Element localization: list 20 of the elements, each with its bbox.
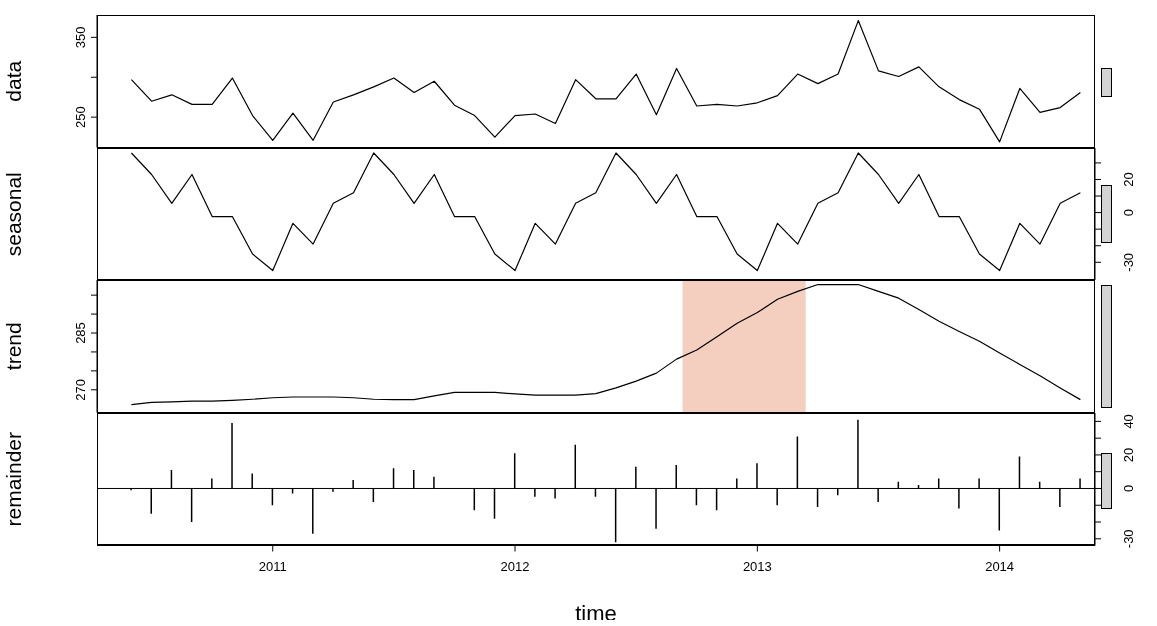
y-tick-label: 350 — [73, 26, 88, 49]
y-tick-label: 285 — [73, 322, 88, 344]
y-tick-label: 0 — [1121, 208, 1136, 216]
y-tick-label: -30 — [1121, 528, 1136, 548]
y-axis-title: trend — [2, 322, 26, 371]
y-tick-label: -30 — [1121, 252, 1136, 272]
x-tick-label: 2011 — [258, 558, 287, 574]
y-axis-title: remainder — [2, 431, 26, 527]
x-tick-label: 2014 — [985, 558, 1015, 574]
x-axis-title: time — [575, 600, 617, 625]
y-axis-title: data — [2, 60, 26, 102]
y-tick-label: 0 — [1121, 484, 1136, 492]
y-tick-label: 270 — [73, 378, 88, 401]
x-tick-label: 2013 — [742, 558, 772, 574]
y-tick-label: 250 — [73, 106, 88, 129]
y-tick-label: 40 — [1121, 413, 1136, 429]
x-tick-label: 2012 — [500, 558, 530, 574]
y-axis-title: seasonal — [2, 171, 26, 256]
y-tick-label: 20 — [1121, 171, 1136, 187]
y-tick-label: 20 — [1121, 447, 1136, 462]
